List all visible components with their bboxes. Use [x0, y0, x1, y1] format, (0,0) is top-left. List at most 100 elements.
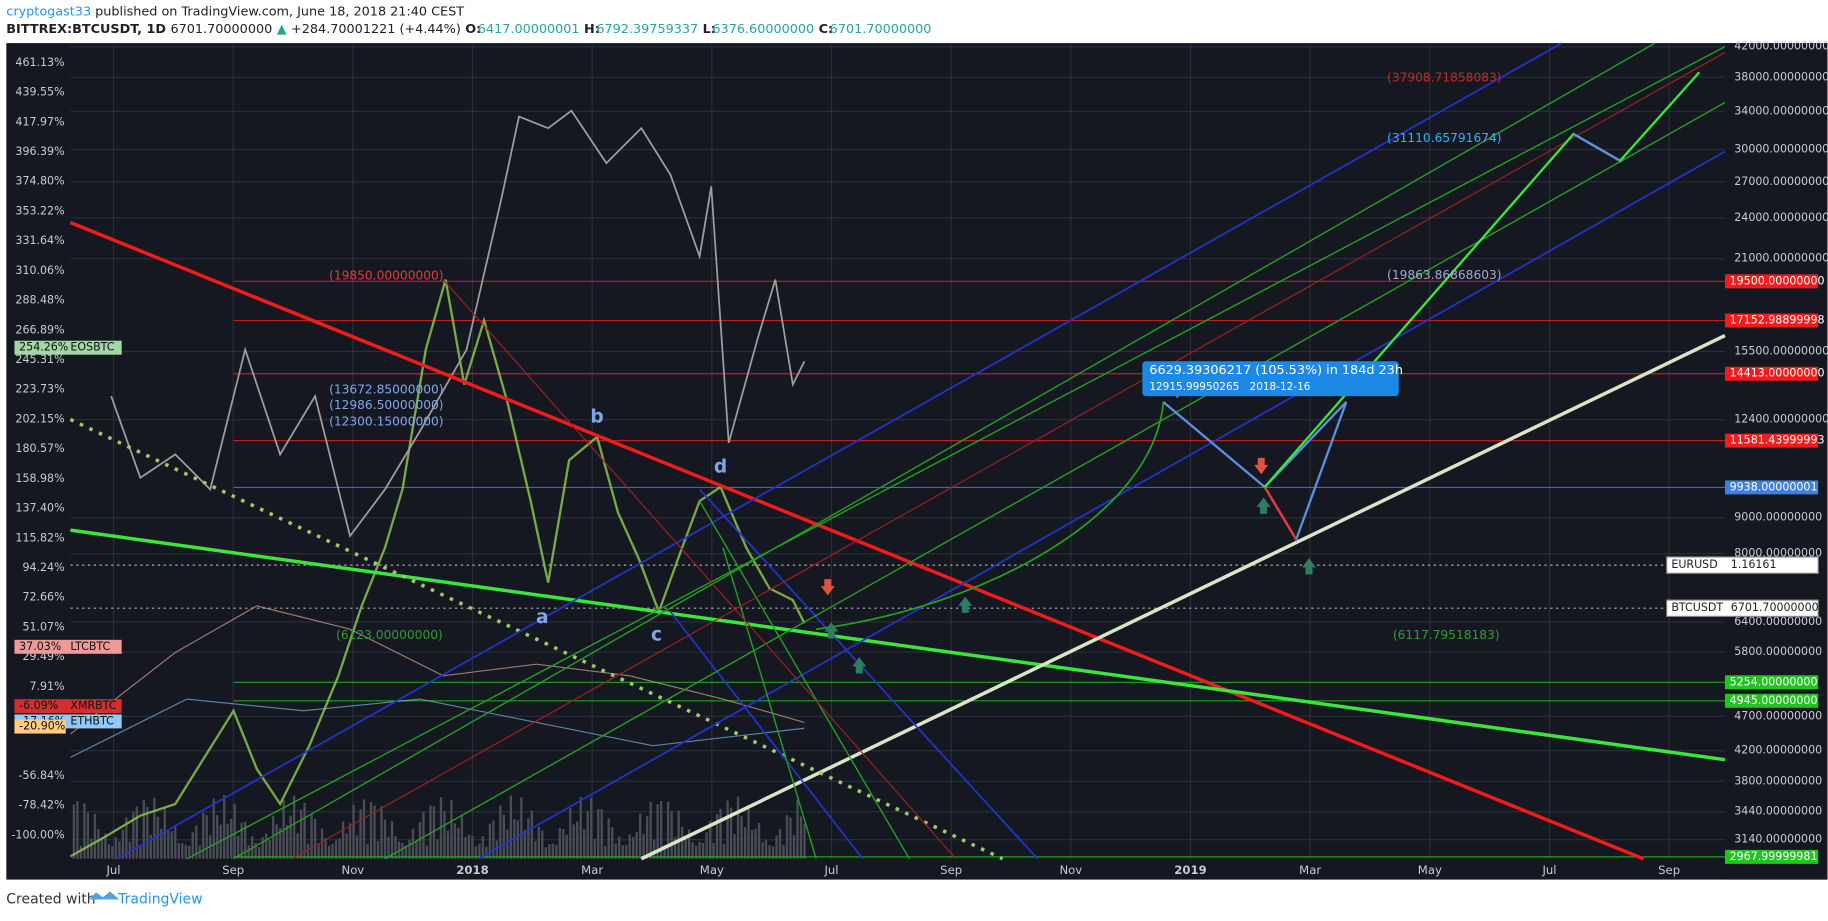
author[interactable]: cryptogast33	[6, 4, 91, 19]
footer-brand[interactable]: TradingView	[117, 892, 202, 908]
volume-bar	[383, 819, 387, 859]
percent-tick-label: 461.13%	[15, 56, 64, 69]
compare-tag	[14, 699, 122, 714]
volume-bar	[687, 829, 691, 859]
percent-tick-label: -78.42%	[18, 799, 64, 812]
curve	[816, 401, 1165, 631]
annotation: (12986.50000000)	[329, 398, 443, 412]
volume-bar	[167, 830, 170, 859]
time-tick-label: Jul	[1541, 863, 1556, 877]
volume-bar	[450, 800, 453, 859]
annotation: (12300.15000000)	[329, 415, 443, 429]
volume-bar	[796, 799, 799, 859]
volume-bar	[499, 805, 502, 859]
volume-bar	[649, 801, 652, 859]
drawings	[69, 42, 1726, 861]
symbol-tag	[1666, 599, 1819, 617]
volume-bar	[523, 829, 526, 859]
low: 6376.60000000	[712, 22, 814, 37]
header-line: cryptogast33 published on TradingView.co…	[6, 4, 464, 19]
percent-tick-label: 439.55%	[15, 86, 64, 99]
volume-bar	[278, 827, 282, 859]
volume-bar	[404, 845, 408, 859]
percent-tick-label: 245.31%	[15, 353, 64, 366]
percent-tick-label: 94.24%	[22, 561, 64, 574]
volume-bar	[422, 812, 425, 859]
time-tick-label: Sep	[222, 863, 244, 877]
annotation: (19850.00000000)	[329, 268, 443, 282]
price-tick-label: 21000.00000000	[1734, 252, 1828, 265]
volume-bar	[607, 818, 610, 859]
volume-bar	[471, 835, 474, 859]
wave-label: d	[714, 457, 727, 478]
volume-bar	[369, 802, 373, 859]
trend-line	[70, 528, 1726, 762]
price-tick-label: 24000.00000000	[1734, 211, 1828, 224]
volume-bar	[373, 805, 376, 859]
volume-bar	[673, 837, 677, 859]
volume-bar	[530, 810, 533, 859]
volume-bar	[128, 841, 131, 859]
level-tag	[1724, 433, 1819, 448]
volume-bar	[694, 845, 698, 859]
volume-bar	[93, 813, 97, 859]
volume-bar	[436, 839, 439, 859]
volume-bar	[317, 844, 320, 859]
volume-bar	[446, 830, 450, 859]
volume-bar	[639, 813, 642, 859]
volume-bar	[736, 796, 740, 859]
volume-bar	[722, 844, 726, 859]
price-tick-label: 4200.00000000	[1734, 744, 1822, 757]
volume-bar	[397, 841, 401, 859]
volume-bar	[306, 843, 310, 859]
percent-tick-label: -56.84%	[18, 769, 64, 782]
volume-bar	[743, 827, 747, 859]
volume-bar	[754, 828, 757, 859]
volume-bar	[83, 803, 86, 859]
symbol-tag	[1666, 556, 1819, 574]
volume-bar	[618, 836, 621, 859]
time-tick-label: May	[700, 863, 724, 877]
volume-bar	[534, 841, 537, 859]
price-tick-label: 9000.00000000	[1734, 511, 1822, 524]
volume-bar	[394, 836, 397, 859]
volume-bar	[663, 844, 666, 859]
price-tick-label: 34000.00000000	[1734, 104, 1828, 117]
volume-bar	[460, 814, 464, 859]
level-label: 19500.00000000	[1730, 274, 1825, 287]
volume-bar	[691, 842, 694, 859]
volume-bar	[750, 829, 754, 859]
volume-bar	[352, 805, 355, 859]
volume-bar	[114, 837, 118, 859]
chart-area	[6, 43, 1828, 880]
level-label: 5254.00000000	[1730, 675, 1818, 688]
volume-bar	[443, 810, 446, 859]
compare-value: -6.09%	[19, 699, 58, 712]
volume-bar	[132, 812, 135, 859]
time-tick-label: Nov	[341, 863, 364, 877]
volume-bar	[188, 845, 191, 859]
time-tick-label: May	[1418, 863, 1442, 877]
time-tick-label: Jul	[105, 863, 120, 877]
price-tick-label: 27000.00000000	[1734, 175, 1828, 188]
level-tag	[1724, 693, 1819, 708]
volume-bar	[104, 833, 107, 859]
measure-main: 6629.39306217 (105.53%) in 184d 23h	[1149, 363, 1403, 378]
published: published on TradingView.com, June 18, 2…	[95, 4, 464, 19]
volume-bar	[757, 822, 761, 859]
compare-value: 254.26%	[19, 341, 68, 354]
trend-line	[69, 417, 1004, 861]
volume-bar	[387, 836, 390, 859]
volume-bar	[247, 845, 250, 859]
overlay-symbol	[110, 109, 806, 538]
volume-bar	[527, 818, 530, 859]
annotation: (6123.00000000)	[336, 628, 443, 642]
volume-bar	[726, 800, 729, 859]
volume-bar	[170, 831, 173, 859]
volume-bar	[261, 837, 264, 859]
volume-bar	[125, 817, 128, 859]
percent-tick-label: 288.48%	[15, 294, 64, 307]
level-tag	[1724, 849, 1819, 864]
volume-bar	[464, 837, 467, 859]
